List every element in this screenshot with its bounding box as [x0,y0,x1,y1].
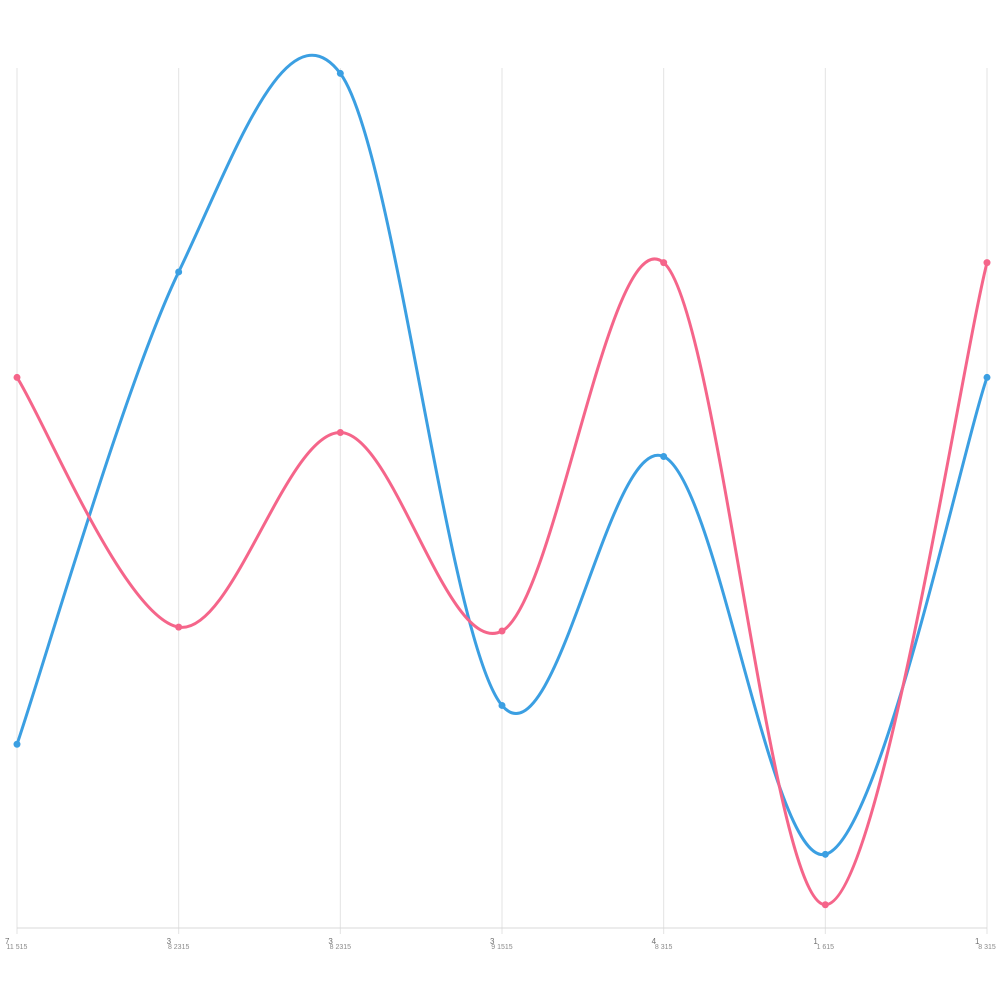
data-point[interactable] [13,373,21,381]
x-tick-sublabel: 8 2315 [330,944,352,951]
data-point[interactable] [660,259,668,267]
x-tick-sublabel: 1 615 [817,944,835,951]
data-point[interactable] [498,701,506,709]
data-point[interactable] [13,740,21,748]
x-tick-sublabel: 9 1515 [491,944,513,951]
data-point[interactable] [821,901,829,909]
data-point[interactable] [336,428,344,436]
x-tick-label: 7 [5,937,10,946]
x-tick-label: 1 [975,937,980,946]
points-group [13,69,991,909]
x-tick-sublabel: 8 315 [655,944,673,951]
data-point[interactable] [336,69,344,77]
x-tick-label: 4 [652,937,657,946]
data-point[interactable] [983,373,991,381]
grid [16,68,988,934]
x-tick-sublabel: 11 515 [7,944,28,951]
data-point[interactable] [175,623,183,631]
x-tick-label: 3 [490,937,495,946]
x-tick-label: 3 [328,937,333,946]
series-line-2 [15,257,989,907]
x-tick-sublabel: 8 315 [978,944,996,951]
x-tick-sublabel: 8 2315 [168,944,190,951]
data-point[interactable] [821,850,829,858]
data-point[interactable] [175,268,183,276]
data-point[interactable] [660,453,668,461]
x-tick-label: 1 [813,937,818,946]
data-point[interactable] [983,259,991,267]
x-tick-label: 3 [167,937,172,946]
data-point[interactable] [498,627,506,635]
